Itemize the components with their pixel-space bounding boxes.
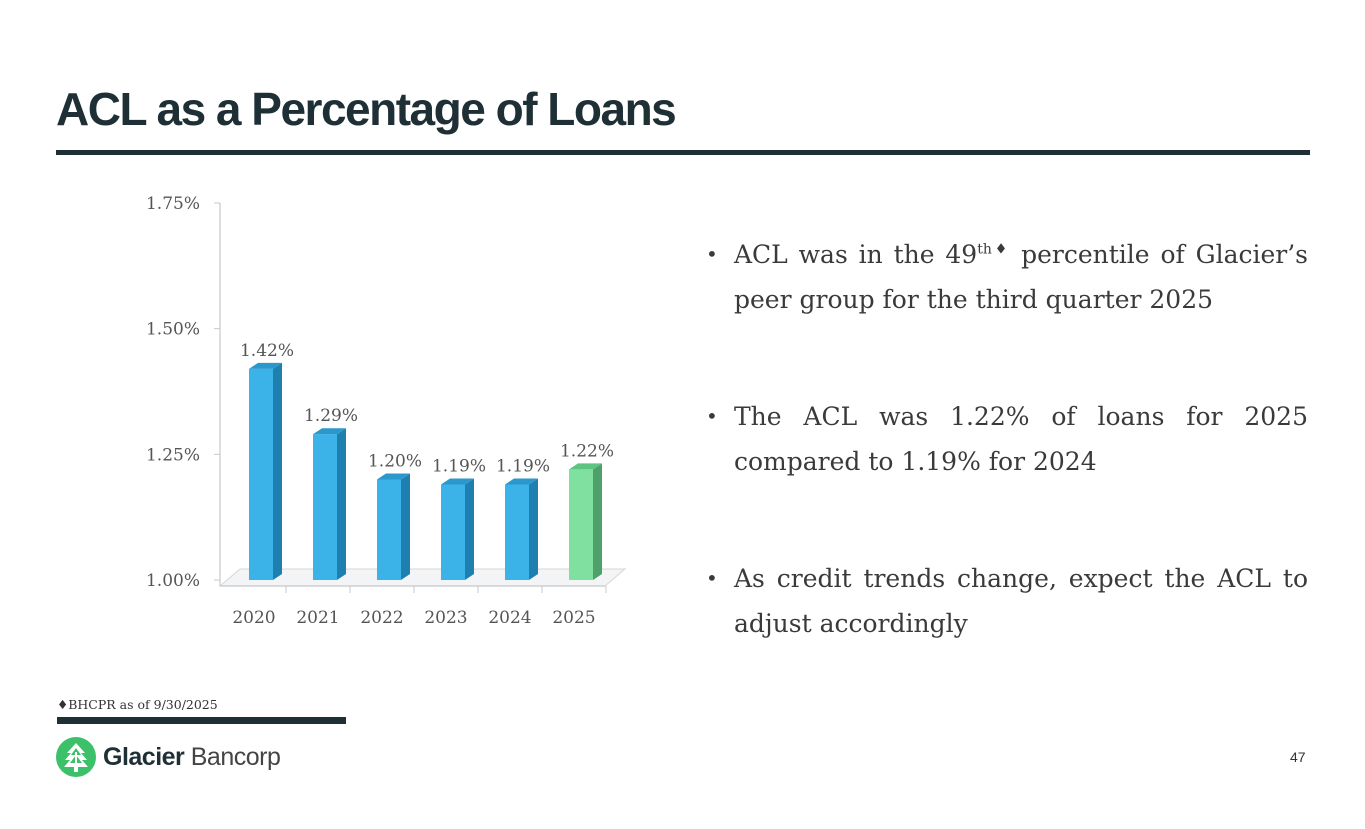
data-label: 1.29% — [304, 406, 358, 426]
logo-suffix: Bancorp — [190, 742, 281, 771]
bar-top — [377, 473, 410, 480]
bullet-text: As credit trends change, expect the ACL … — [734, 564, 1308, 638]
bullet-superscript: th♦ — [977, 241, 1011, 258]
glacier-logo-icon — [56, 737, 96, 777]
data-label: 1.42% — [240, 341, 294, 361]
bullet-list: • ACL was in the 49th♦ percentile of Gla… — [706, 232, 1308, 718]
y-tick-label: 1.00% — [146, 571, 200, 591]
data-label: 1.22% — [560, 441, 614, 461]
bullet-text-cont: percentile of Glacier’s peer group for t… — [734, 240, 1309, 314]
data-label: 1.19% — [496, 456, 550, 476]
logo-brand: Glacier — [103, 742, 185, 771]
company-logo: Glacier Bancorp — [55, 736, 281, 778]
logo-wordmark: Glacier Bancorp — [103, 742, 281, 772]
x-tick-label: 2024 — [488, 608, 531, 628]
bar-top — [249, 362, 282, 369]
bullet-text: ACL was in the 49 — [734, 240, 978, 269]
bar-side — [593, 463, 602, 580]
bullet-icon: • — [706, 404, 718, 428]
page-title: ACL as a Percentage of Loans — [56, 83, 677, 135]
data-label: 1.19% — [432, 456, 486, 476]
bar — [249, 368, 273, 580]
bullet-item: • ACL was in the 49th♦ percentile of Gla… — [706, 232, 1308, 322]
bullet-item: • The ACL was 1.22% of loans for 2025 co… — [706, 394, 1308, 484]
bar — [569, 469, 593, 580]
title-divider — [56, 150, 1310, 155]
acl-bar-chart: 1.00% 1.25% 1.50% 1.75% 1.42% 2020 1.29% 2021 1.… — [146, 194, 627, 628]
y-tick-label: 1.25% — [146, 445, 200, 465]
x-tick-label: 2021 — [296, 608, 339, 628]
bullet-icon: • — [706, 566, 718, 590]
bar-side — [465, 478, 474, 580]
bar — [441, 484, 465, 580]
bar — [313, 434, 337, 580]
bar-top — [505, 478, 538, 485]
bar — [377, 479, 401, 580]
y-tick-label: 1.50% — [146, 320, 200, 340]
bar-side — [337, 428, 346, 580]
bar-top — [441, 478, 474, 485]
y-tick-label: 1.75% — [146, 194, 200, 214]
bar-side — [273, 362, 282, 580]
bar-top — [569, 463, 602, 470]
x-tick-label: 2025 — [552, 608, 595, 628]
bullet-text: The ACL was 1.22% of loans for 2025 comp… — [734, 402, 1308, 476]
x-tick-label: 2022 — [360, 608, 403, 628]
page-number: 47 — [1290, 749, 1306, 765]
bullet-icon: • — [706, 242, 718, 266]
x-tick-label: 2023 — [424, 608, 467, 628]
bar-top — [313, 428, 346, 435]
footer-divider — [57, 717, 346, 724]
bar-side — [401, 473, 410, 580]
x-tick-label: 2020 — [232, 608, 275, 628]
footnote: ♦BHCPR as of 9/30/2025 — [57, 697, 218, 712]
bar — [505, 484, 529, 580]
data-label: 1.20% — [368, 451, 422, 471]
bullet-item: • As credit trends change, expect the AC… — [706, 556, 1308, 646]
bar-side — [529, 478, 538, 580]
